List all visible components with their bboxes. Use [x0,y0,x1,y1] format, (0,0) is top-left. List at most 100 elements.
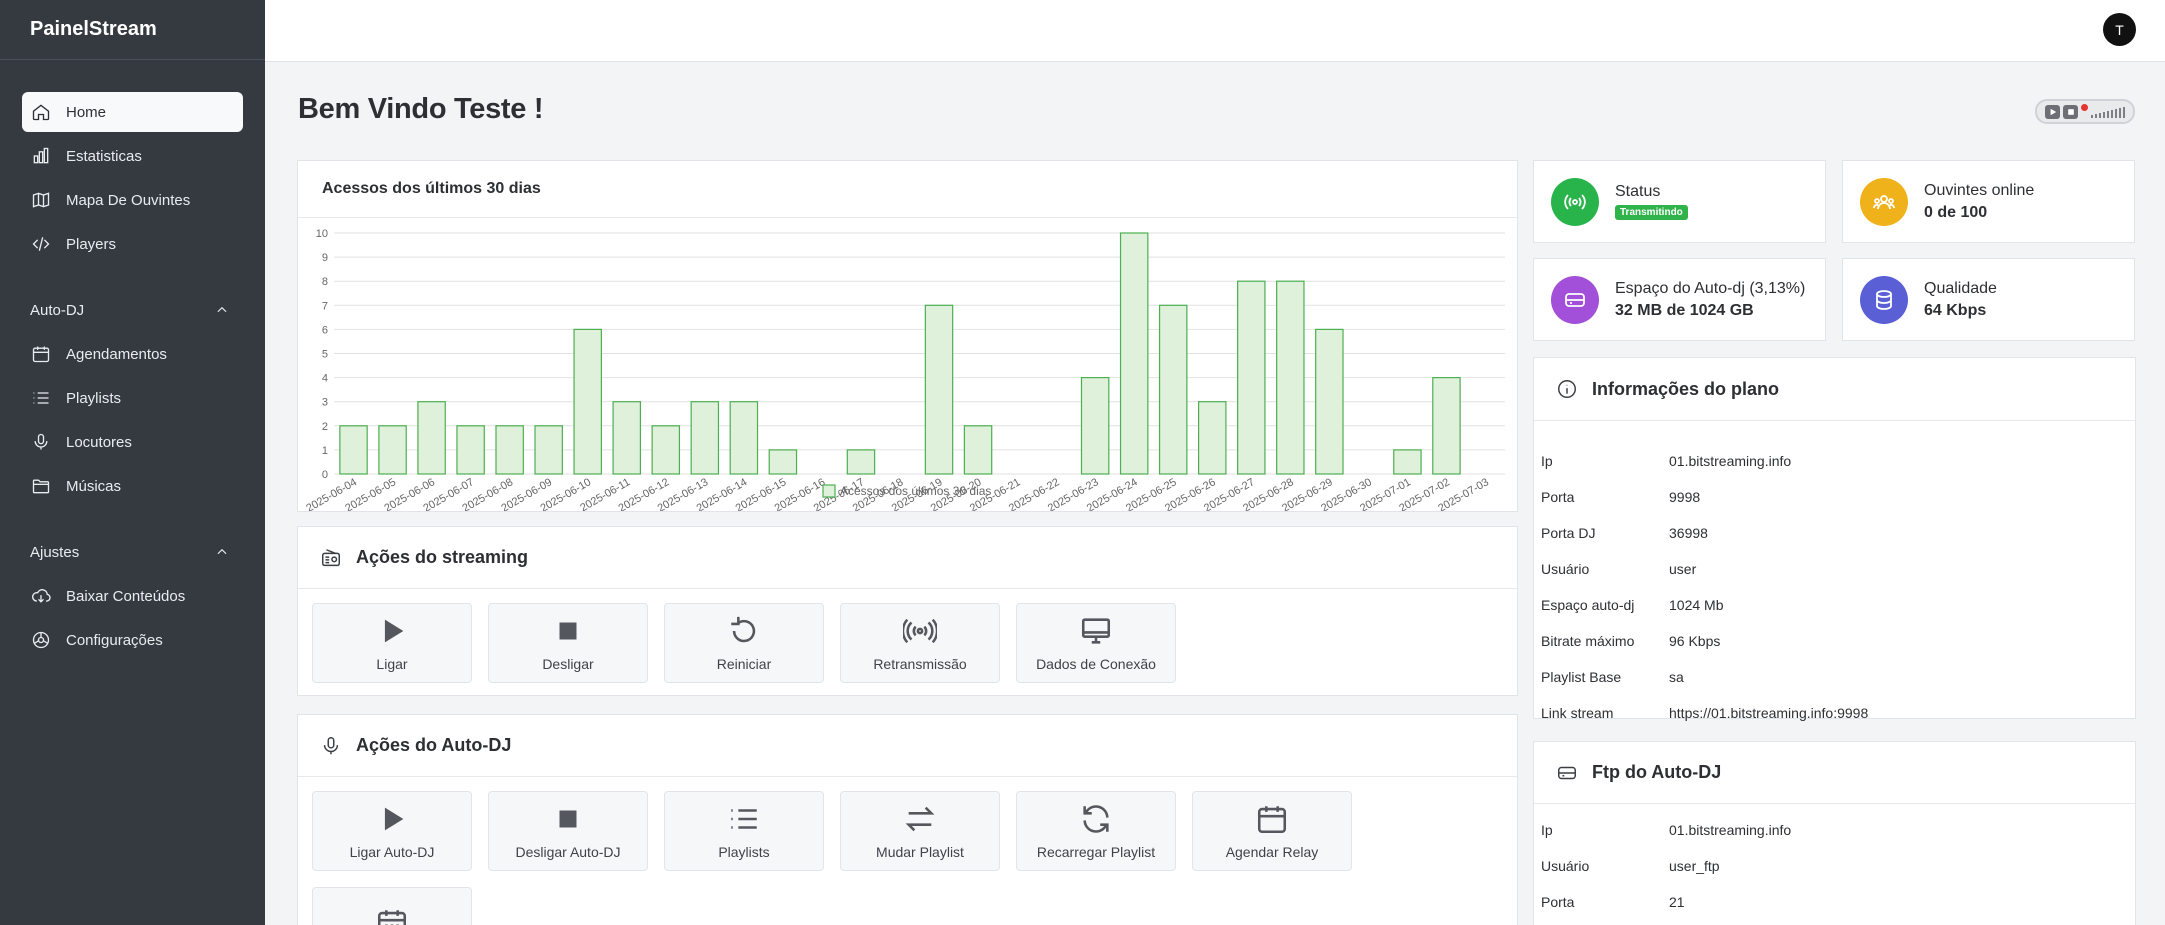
action-label: Ligar [376,656,408,672]
row-key: Usuário [1541,858,1590,874]
microphone-icon [30,431,52,453]
ligar-button[interactable]: Ligar [312,603,472,683]
row-key: Porta [1541,894,1575,910]
volume-bars-icon[interactable] [2091,106,2125,118]
sidebar-item-label: Playlists [66,389,122,407]
bar-chart-icon [30,145,52,167]
bar [1158,304,1188,475]
reiniciar-button[interactable]: Reiniciar [664,603,824,683]
sidebar-item-players[interactable]: Players [22,224,243,264]
autodj-actions-list: Ligar Auto-DJ Desligar Auto-DJ Playlists… [298,777,1517,925]
ftp-row-ip: Ip 01.bitstreaming.info [1534,812,2135,848]
chevron-up-icon [217,548,227,555]
broadcast-icon [903,618,937,644]
bar [729,401,759,475]
autodj-actions-title: Ações do Auto-DJ [356,735,512,755]
row-value[interactable]: https://01.bitstreaming.info:9998 [1669,705,1869,721]
sidebar-section-ajustes[interactable]: Ajustes [22,532,243,572]
action-label: Agendar Relay [1225,844,1319,860]
stop-icon[interactable] [2063,104,2078,119]
ftp-card: Ftp do Auto-DJ Ip 01.bitstreaming.info Us… [1533,741,2136,925]
mini-player[interactable] [2035,99,2135,124]
listeners-card: Ouvintes online 0 de 100 [1842,160,2135,243]
y-tick-label: 0 [322,469,328,481]
y-tick-label: 6 [322,324,328,336]
bar [534,425,563,475]
bar [768,449,798,475]
sidebar-item-baixar-conteudos[interactable]: Baixar Conteúdos [22,576,243,616]
sidebar-item-label: Músicas [66,477,122,495]
chart-card-title: Acessos dos últimos 30 dias [298,161,1517,218]
bar [690,401,720,475]
dados-conexao-button[interactable]: Dados de Conexão [1016,603,1176,683]
settings-icon [30,629,52,651]
code-icon [30,233,52,255]
action-label: Retransmissão [873,656,967,672]
row-key: Espaço auto-dj [1541,597,1635,613]
y-tick-label: 10 [316,228,328,240]
plan-info-card: Informações do plano Ip 01.bitstreaming.i… [1533,357,2136,721]
sidebar-item-estatisticas[interactable]: Estatisticas [22,136,243,176]
sidebar-item-locutores[interactable]: Locutores [22,422,243,462]
row-value: 9998 [1669,489,1701,505]
bar [846,449,876,475]
legend-swatch [822,484,836,498]
listeners-icon [1873,194,1895,209]
list-icon [731,809,757,829]
retransmissao-button[interactable]: Retransmissão [840,603,1000,683]
plan-row-usuario: Usuário user [1534,551,2135,587]
agendar-relay-button[interactable]: Agendar Relay [1192,791,1352,871]
bar [1276,280,1305,475]
status-title: Status [1615,183,1661,200]
autodj-space-title: Espaço do Auto-dj (3,13%) [1615,279,1806,297]
brand-title[interactable]: PainelStream [0,0,265,60]
action-label: Mudar Playlist [876,844,964,860]
mudar-playlist-button[interactable]: Mudar Playlist [840,791,1000,871]
bar [1315,328,1344,475]
section-label: Ajustes [30,543,80,561]
playlists-button[interactable]: Playlists [664,791,824,871]
sidebar-section-autodj[interactable]: Auto-DJ [22,290,243,330]
play-icon[interactable] [2045,104,2060,119]
bar [1080,377,1110,475]
row-value: 36998 [1669,525,1708,541]
sidebar-item-agendamentos[interactable]: Agendamentos [22,334,243,374]
sidebar-item-label: Estatisticas [66,147,142,165]
sidebar-item-configuracoes[interactable]: Configurações [22,620,243,660]
sidebar-item-label: Mapa De Ouvintes [66,191,191,209]
sidebar-item-label: Home [66,103,107,121]
play-icon [384,807,404,831]
sidebar-item-home[interactable]: Home [22,92,243,132]
row-value: 1024 Mb [1669,597,1724,613]
broadcast-icon [1564,193,1586,210]
y-tick-label: 3 [322,397,328,409]
folder-icon [30,475,52,497]
row-key: Usuário [1541,561,1590,577]
ligar-autodj-button[interactable]: Ligar Auto-DJ [312,791,472,871]
plan-row-link-stream: Link stream https://01.bitstreaming.info:… [1534,695,2135,731]
bar [651,425,681,475]
desligar-button[interactable]: Desligar [488,603,648,683]
plan-row-porta-dj: Porta DJ 36998 [1534,515,2135,551]
row-key: Porta DJ [1541,525,1596,541]
section-label: Auto-DJ [30,301,85,319]
desligar-autodj-button[interactable]: Desligar Auto-DJ [488,791,648,871]
sidebar-nav: Home Estatisticas Mapa De Ouvintes Playe… [0,60,265,660]
bar [1393,449,1422,475]
storage-icon [1565,292,1585,307]
monitor-icon [1081,618,1111,644]
plan-info-title: Informações do plano [1592,378,1780,399]
agendar-button[interactable] [312,887,472,925]
sidebar-item-label: Agendamentos [66,345,167,363]
top-bar: T [265,0,2165,62]
sidebar-item-playlists[interactable]: Playlists [22,378,243,418]
calendar-grid-icon [377,910,407,925]
streaming-actions-list: Ligar Desligar Reiniciar Retransmissão D… [298,589,1517,683]
plan-row-ip: Ip 01.bitstreaming.info [1534,443,2135,479]
sidebar-item-musicas[interactable]: Músicas [22,466,243,506]
ftp-title: Ftp do Auto-DJ [1592,762,1722,782]
autodj-actions-card: Ações do Auto-DJ Ligar Auto-DJ Desligar … [297,714,1518,925]
avatar[interactable]: T [2103,13,2136,46]
recarregar-playlist-button[interactable]: Recarregar Playlist [1016,791,1176,871]
sidebar-item-mapa[interactable]: Mapa De Ouvintes [22,180,243,220]
